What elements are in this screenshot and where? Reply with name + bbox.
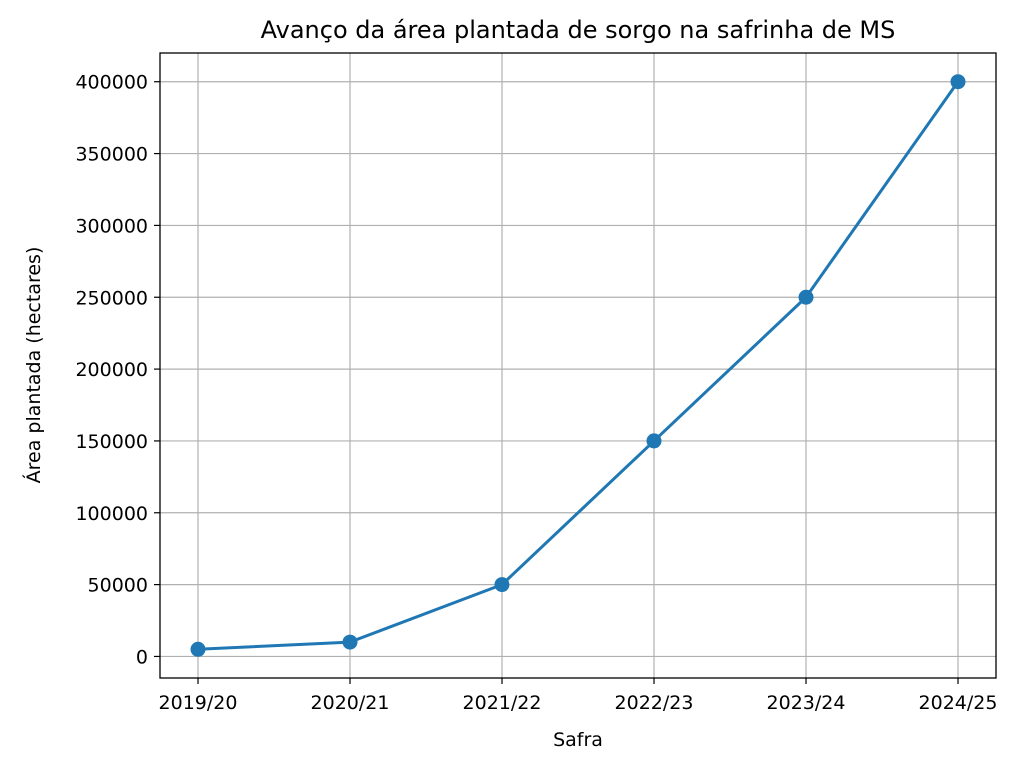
y-tick-label: 100000 <box>75 503 148 525</box>
grid <box>160 53 996 678</box>
data-point <box>494 577 510 593</box>
y-tick-label: 300000 <box>75 215 148 237</box>
data-point <box>342 634 358 650</box>
x-tick-label: 2021/22 <box>463 692 542 714</box>
data-point <box>190 641 206 657</box>
x-tick-label: 2022/23 <box>615 692 694 714</box>
data-point <box>798 289 814 305</box>
y-tick-label: 350000 <box>75 144 148 166</box>
data-point <box>950 74 966 90</box>
ticks: 2019/20 2020/21 2021/22 2022/23 2023/24 2024/… <box>75 72 997 714</box>
plot-frame <box>159 52 997 679</box>
series <box>190 74 966 657</box>
x-tick-label: 2020/21 <box>311 692 390 714</box>
y-tick-label: 250000 <box>75 287 148 309</box>
x-tick-label: 2024/25 <box>919 692 998 714</box>
y-tick-label: 50000 <box>88 575 148 597</box>
data-point <box>646 433 662 449</box>
y-tick-label: 200000 <box>75 359 148 381</box>
y-tick-label: 400000 <box>75 72 148 94</box>
chart-title: Avanço da área plantada de sorgo na safr… <box>261 16 896 44</box>
x-tick-label: 2019/20 <box>159 692 238 714</box>
y-axis-label: Área plantada (hectares) <box>22 247 45 484</box>
x-axis-label: Safra <box>553 729 603 751</box>
y-tick-label: 0 <box>136 646 148 668</box>
x-tick-label: 2023/24 <box>767 692 846 714</box>
series-line <box>197 80 960 651</box>
y-tick-label: 150000 <box>75 431 148 453</box>
